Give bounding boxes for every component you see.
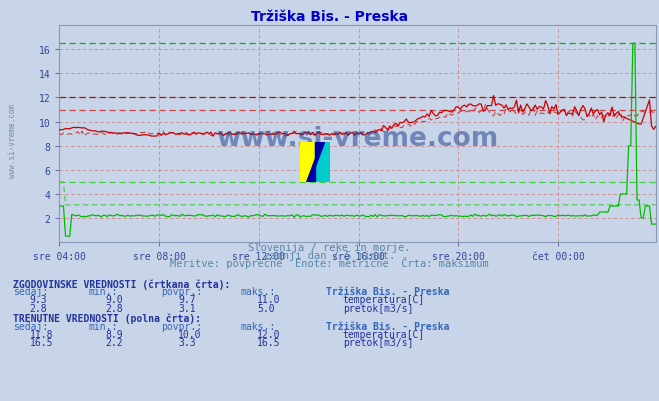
Text: 9.7: 9.7 xyxy=(178,295,196,305)
Text: zadnji dan / 5 minut.: zadnji dan / 5 minut. xyxy=(264,251,395,261)
Text: www.si-vreme.com: www.si-vreme.com xyxy=(8,103,17,177)
Text: 11.8: 11.8 xyxy=(30,329,53,339)
Text: 3.3: 3.3 xyxy=(178,337,196,347)
Text: pretok[m3/s]: pretok[m3/s] xyxy=(343,337,413,347)
Text: maks.:: maks.: xyxy=(241,287,275,297)
Text: 2.8: 2.8 xyxy=(30,303,47,313)
Text: sedaj:: sedaj: xyxy=(13,321,48,331)
Text: sedaj:: sedaj: xyxy=(13,287,48,297)
Text: temperatura[C]: temperatura[C] xyxy=(343,295,425,305)
Text: 10.0: 10.0 xyxy=(178,329,202,339)
Text: 3.1: 3.1 xyxy=(178,303,196,313)
Text: 11.0: 11.0 xyxy=(257,295,281,305)
Text: Meritve: povprečne  Enote: metrične  Črta: maksimum: Meritve: povprečne Enote: metrične Črta:… xyxy=(170,257,489,269)
Text: ZGODOVINSKE VREDNOSTI (črtkana črta):: ZGODOVINSKE VREDNOSTI (črtkana črta): xyxy=(13,279,231,289)
Text: povpr.:: povpr.: xyxy=(161,287,202,297)
Text: 12.0: 12.0 xyxy=(257,329,281,339)
Bar xyxy=(300,142,315,182)
Text: 9.0: 9.0 xyxy=(105,295,123,305)
Polygon shape xyxy=(315,142,324,166)
Text: temperatura[C]: temperatura[C] xyxy=(343,329,425,339)
Text: povpr.:: povpr.: xyxy=(161,321,202,331)
Text: pretok[m3/s]: pretok[m3/s] xyxy=(343,303,413,313)
Text: Tržiška Bis. - Preska: Tržiška Bis. - Preska xyxy=(326,287,449,297)
Text: Tržiška Bis. - Preska: Tržiška Bis. - Preska xyxy=(326,321,449,331)
Text: Slovenija / reke in morje.: Slovenija / reke in morje. xyxy=(248,243,411,253)
Text: min.:: min.: xyxy=(89,321,119,331)
Text: 2.8: 2.8 xyxy=(105,303,123,313)
Text: 16.5: 16.5 xyxy=(257,337,281,347)
Text: 5.0: 5.0 xyxy=(257,303,275,313)
Text: 2.2: 2.2 xyxy=(105,337,123,347)
Text: www.si-vreme.com: www.si-vreme.com xyxy=(216,126,499,152)
Text: Tržiška Bis. - Preska: Tržiška Bis. - Preska xyxy=(251,10,408,24)
Text: 16.5: 16.5 xyxy=(30,337,53,347)
Text: min.:: min.: xyxy=(89,287,119,297)
Text: 8.9: 8.9 xyxy=(105,329,123,339)
Bar xyxy=(315,142,330,182)
Text: maks.:: maks.: xyxy=(241,321,275,331)
Polygon shape xyxy=(306,158,315,182)
Text: TRENUTNE VREDNOSTI (polna črta):: TRENUTNE VREDNOSTI (polna črta): xyxy=(13,313,201,323)
Text: 9.3: 9.3 xyxy=(30,295,47,305)
